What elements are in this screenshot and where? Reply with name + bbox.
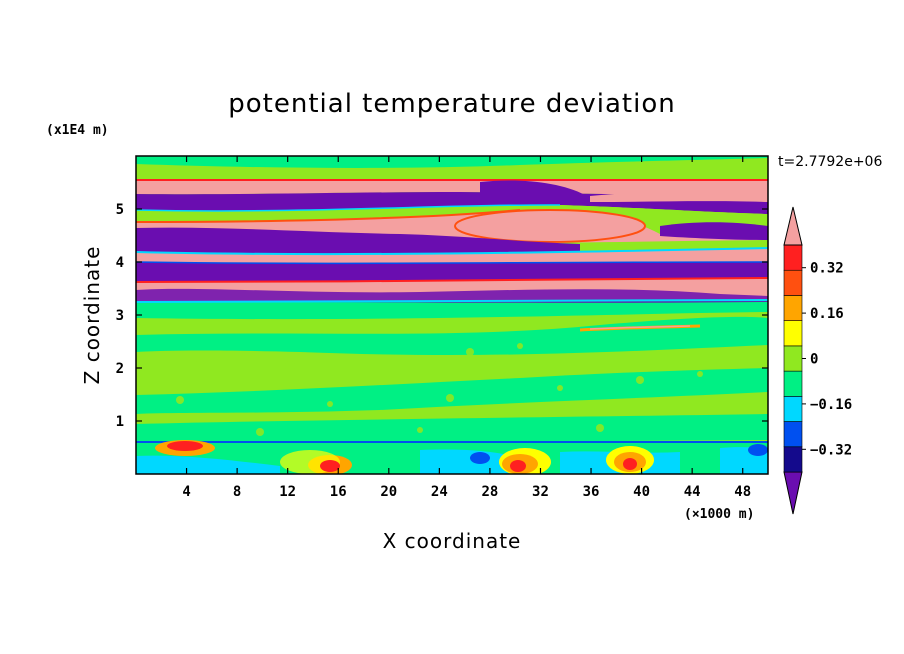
band-purple-45 <box>136 227 580 255</box>
band-pink-54 <box>136 180 768 195</box>
x-tick-label: 48 <box>734 484 751 500</box>
colorbar-box <box>783 320 803 347</box>
sep-cyan-2 <box>136 299 768 303</box>
band-green-2 <box>136 368 768 414</box>
bottom-blue-5 <box>470 452 490 464</box>
colorbar-box <box>783 421 803 448</box>
band-purple-52-top <box>480 180 585 195</box>
colorbar-tick-label: 0 <box>810 352 818 368</box>
upper-cyan-cap <box>136 156 768 168</box>
sep-red-1 <box>136 209 521 223</box>
sep-cyan-1 <box>136 247 768 256</box>
colorbar: 0.32 0.16 0 −0.16 −0.32 <box>783 206 852 515</box>
colorbar-tick-label: 0.16 <box>810 306 844 322</box>
sep-blue-1 <box>136 261 768 265</box>
y-tick-label: 3 <box>116 308 124 324</box>
x-tick-label: 16 <box>330 484 347 500</box>
bottom-red-2 <box>320 460 340 472</box>
bottom-red-1 <box>167 441 203 451</box>
bottom-blue-6 <box>748 444 768 456</box>
contour-field <box>136 156 768 474</box>
x-tick-label: 4 <box>182 484 190 500</box>
band-pink-topright <box>590 190 768 202</box>
band-green-1 <box>136 316 768 355</box>
colorbar-tick-label: −0.16 <box>810 397 852 413</box>
pink-lens-outline <box>454 209 646 243</box>
band-purple-33 <box>136 288 768 303</box>
sep-cyan-3 <box>136 204 561 212</box>
sep-red-2 <box>136 277 768 283</box>
colorbar-extend-low <box>783 471 803 515</box>
x-unit-label: (×1000 m) <box>684 507 754 522</box>
x-tick-label: 32 <box>532 484 549 500</box>
chart-title: potential temperature deviation <box>228 89 675 119</box>
y-tick-label: 4 <box>116 255 124 271</box>
y-unit-label: (x1E4 m) <box>46 123 109 138</box>
bottom-cyan-2 <box>420 449 520 474</box>
y-tick-label: 5 <box>116 202 124 218</box>
bottom-cyan-1 <box>136 455 280 474</box>
time-label: t=2.7792e+06 <box>778 154 882 170</box>
x-tick-label: 44 <box>684 484 701 500</box>
x-tick-label: 36 <box>583 484 600 500</box>
x-tick-label: 40 <box>633 484 650 500</box>
bottom-red-3 <box>510 460 526 472</box>
x-tick-label: 12 <box>279 484 296 500</box>
y-axis-label: Z coordinate <box>80 246 104 385</box>
y-tick-label: 1 <box>116 414 124 430</box>
y-tick-label: 2 <box>116 361 124 377</box>
x-axis-label: X coordinate <box>383 529 522 553</box>
x-tick-label: 8 <box>233 484 241 500</box>
band-purple-45b <box>660 222 768 240</box>
speckles <box>176 343 703 436</box>
band-green-4 <box>136 414 768 442</box>
colorbar-box <box>783 269 803 296</box>
colorbar-tick-label: −0.32 <box>810 442 852 458</box>
x-tick-label: 20 <box>380 484 397 500</box>
x-tick-label: 24 <box>431 484 448 500</box>
colorbar-box <box>783 446 803 473</box>
colorbar-extend-high <box>783 206 803 246</box>
thin-line-z27-pink <box>589 325 691 330</box>
x-axis-ticks: 4 8 12 16 20 24 28 32 36 40 44 48 <box>182 156 751 500</box>
colorbar-box <box>783 244 803 271</box>
colorbar-box <box>783 345 803 372</box>
colorbar-tick-label: 0.32 <box>810 261 844 277</box>
colorbar-box <box>783 396 803 422</box>
band-purple-39 <box>136 262 768 282</box>
colorbar-box <box>783 295 803 321</box>
x-tick-label: 28 <box>481 484 498 500</box>
colorbar-box <box>783 370 803 397</box>
y-axis-ticks: 1 2 3 4 5 <box>116 202 768 430</box>
bottom-red-4 <box>623 458 637 470</box>
